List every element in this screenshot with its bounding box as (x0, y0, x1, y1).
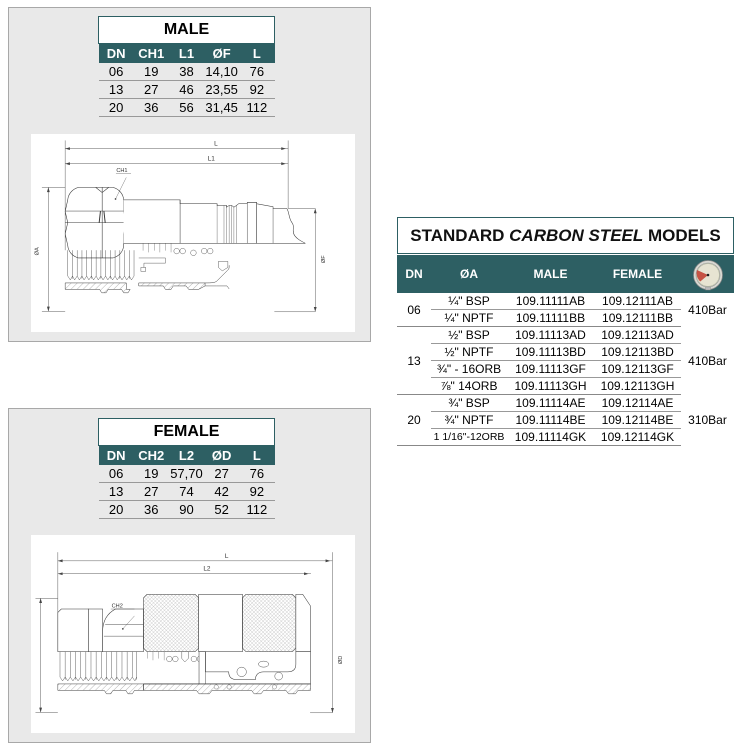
svg-text:ØA: ØA (34, 247, 40, 255)
svg-text:CH2: CH2 (112, 603, 123, 609)
svg-text:L1: L1 (208, 156, 216, 163)
svg-text:L2: L2 (203, 566, 211, 573)
svg-text:CH1: CH1 (116, 168, 127, 174)
svg-text:ØD: ØD (338, 656, 344, 664)
svg-text:ØF: ØF (321, 255, 327, 263)
svg-text:L: L (214, 141, 218, 148)
svg-text:ØA: ØA (31, 653, 33, 661)
svg-text:L: L (225, 553, 229, 560)
